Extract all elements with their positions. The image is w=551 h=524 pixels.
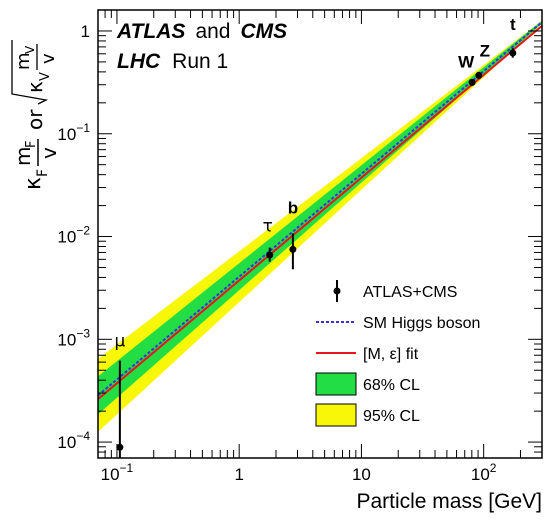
- x-tick-label-2: 10: [352, 465, 371, 484]
- header-line1: ATLAS and CMS: [116, 20, 287, 43]
- point-label-5: t: [510, 15, 516, 34]
- marker-3: [468, 78, 476, 86]
- header-lhc: LHC: [117, 50, 161, 73]
- header-and: and: [195, 20, 230, 43]
- y-tick-label-3: 10−1: [57, 121, 90, 144]
- marker-0: [116, 443, 124, 451]
- y-frac-f-num: m: [11, 147, 35, 166]
- legend-label-68cl: 68% CL: [363, 377, 420, 394]
- marker-2: [289, 245, 297, 253]
- y-frac-v-num: m: [13, 52, 34, 70]
- fit-lines: [97, 21, 543, 400]
- data-point-0: μ: [114, 332, 125, 458]
- legend-item-fit: [M, ε] fit: [316, 346, 419, 363]
- marker-5: [509, 49, 517, 57]
- legend-label-atlas-cms: ATLAS+CMS: [363, 284, 457, 301]
- header-atlas: ATLAS: [116, 20, 185, 43]
- x-axis-title: Particle mass [GeV]: [356, 490, 542, 513]
- sm-higgs-line: [97, 21, 543, 397]
- header-line2: LHC Run 1: [117, 50, 228, 73]
- legend-label-fit: [M, ε] fit: [363, 346, 419, 363]
- data-point-2: b: [288, 199, 298, 270]
- y-frac-v-den: v: [38, 53, 59, 64]
- legend-item-atlas-cms: ATLAS+CMS: [333, 280, 457, 302]
- x-tick-label-0: 10−1: [101, 461, 134, 484]
- header-cms: CMS: [240, 20, 287, 43]
- y-tick-label-0: 10−4: [57, 429, 90, 452]
- point-label-2: b: [288, 199, 298, 218]
- y-or: or: [23, 109, 47, 130]
- data-point-1: τ: [263, 217, 274, 262]
- y-tick-label-1: 10−3: [57, 326, 90, 349]
- y-frac-f-den: v: [37, 147, 61, 159]
- x-tick-label-3: 102: [471, 461, 497, 484]
- y-sqrt-kappa: κ: [23, 81, 47, 93]
- y-tick-label-2: 10−2: [57, 224, 90, 247]
- y-tick-label-4: 1: [81, 22, 90, 41]
- axis-ticks: [97, 10, 543, 459]
- y-sqrt-sign: [11, 40, 49, 105]
- marker-1: [266, 251, 274, 259]
- point-label-1: τ: [263, 217, 273, 237]
- band-95cl: [98, 20, 542, 432]
- data-point-3: W: [458, 52, 476, 86]
- legend-item-95cl: 95% CL: [315, 403, 420, 427]
- marker-4: [475, 71, 483, 79]
- legend-item-sm-higgs: SM Higgs boson: [316, 315, 480, 332]
- legend-label-95cl: 95% CL: [363, 408, 420, 425]
- legend-item-68cl: 68% CL: [315, 372, 420, 396]
- y-sqrt-kappa-sub: V: [38, 72, 53, 81]
- data-points: μ τb WZt: [114, 15, 517, 458]
- plot-frame: [97, 9, 543, 459]
- y-frac-v-num-sub: V: [23, 45, 37, 54]
- band-68cl: [98, 20, 542, 415]
- data-point-4: Z: [475, 42, 490, 79]
- point-label-4: Z: [480, 42, 490, 61]
- x-tick-label-1: 1: [234, 465, 243, 484]
- fit-line: [97, 25, 543, 400]
- legend-label-sm-higgs: SM Higgs boson: [363, 315, 480, 332]
- point-label-3: W: [458, 52, 475, 71]
- header-run: Run 1: [172, 50, 228, 73]
- data-point-5: t: [509, 15, 517, 58]
- plot-border: [97, 9, 543, 459]
- y-kappa-f: κ: [21, 177, 46, 190]
- y-kappa-f-sub: F: [35, 169, 51, 177]
- y-axis-title: κ F m F v or κ V m V v: [11, 40, 61, 190]
- y-frac-f-num-sub: F: [24, 141, 39, 148]
- point-label-0: μ: [114, 332, 125, 352]
- legend: ATLAS+CMS SM Higgs boson [M, ε] fit 68% …: [315, 280, 480, 427]
- tick-labels: 10−1 1 10 102 10−4 10−3 10−2 10−1 1: [57, 22, 496, 484]
